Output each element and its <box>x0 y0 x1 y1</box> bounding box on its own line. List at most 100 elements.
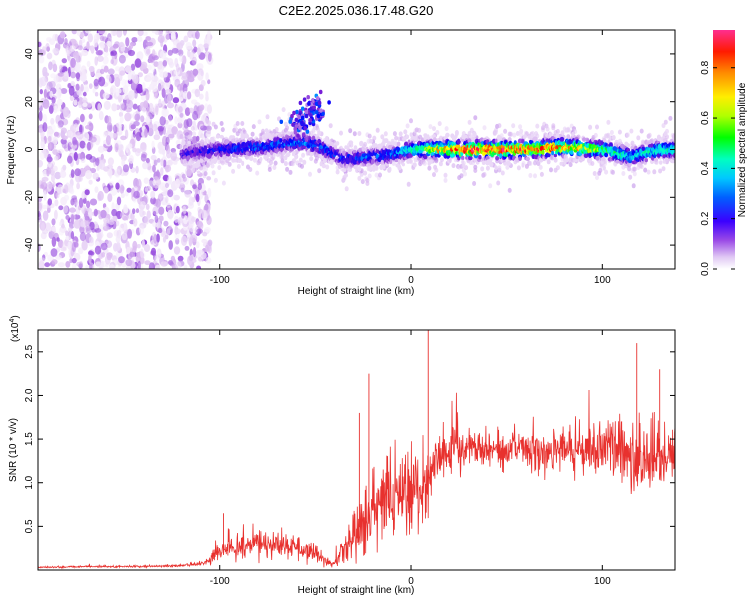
heatmap-cell <box>72 136 77 146</box>
heatmap-cell <box>428 124 433 130</box>
heatmap-cell <box>555 133 560 139</box>
heatmap-cell <box>80 220 86 228</box>
heatmap-cell <box>139 222 147 229</box>
heatmap-cell <box>85 153 93 160</box>
heatmap-cell <box>162 236 167 243</box>
heatmap-cell <box>481 160 486 165</box>
heatmap-cell <box>231 168 236 174</box>
heatmap-cell <box>339 130 343 136</box>
heatmap-cell <box>70 81 75 86</box>
heatmap-cell <box>46 226 53 232</box>
heatmap-cell <box>463 171 467 177</box>
heatmap-cell <box>329 141 334 147</box>
heatmap-cell <box>609 130 614 135</box>
heatmap-cell <box>134 58 142 68</box>
heatmap-cell <box>630 140 635 146</box>
heatmap-cell <box>39 89 43 95</box>
heatmap-cell <box>61 140 68 149</box>
heatmap-cell <box>123 206 129 214</box>
heatmap-cell <box>361 146 365 152</box>
heatmap-cell <box>143 177 149 184</box>
heatmap-cell <box>53 155 59 161</box>
heatmap-cell <box>69 258 73 264</box>
heatmap-cell <box>161 230 167 236</box>
heatmap-cell <box>472 136 476 141</box>
heatmap-cell <box>54 171 62 180</box>
heatmap-cell <box>307 101 311 106</box>
heatmap-cell <box>99 43 106 49</box>
heatmap-cell <box>200 79 206 87</box>
heatmap-cell <box>88 253 92 264</box>
heatmap-cell <box>38 53 42 60</box>
heatmap-cell <box>473 168 478 173</box>
heatmap-cell <box>107 168 113 177</box>
heatmap-cell <box>374 165 379 170</box>
heatmap-cell <box>58 227 65 236</box>
heatmap-cell <box>130 124 136 130</box>
heatmap-cell <box>166 202 171 208</box>
heatmap-cell <box>335 169 340 175</box>
heatmap-cell <box>461 155 465 161</box>
heatmap-cell <box>116 196 122 206</box>
heatmap-cell <box>157 64 164 74</box>
heatmap-cell <box>145 77 152 82</box>
heatmap-cell <box>190 216 197 222</box>
heatmap-cell <box>192 247 197 258</box>
heatmap-cell <box>113 215 118 221</box>
heatmap-cell <box>43 152 49 159</box>
heatmap-cell <box>137 178 142 190</box>
heatmap-cell <box>140 248 144 259</box>
heatmap-cell <box>38 127 44 133</box>
heatmap-cell <box>286 152 291 157</box>
heatmap-cell <box>196 105 203 116</box>
heatmap-cell <box>163 159 167 168</box>
heatmap-cell <box>213 124 218 130</box>
heatmap-cell <box>167 58 174 66</box>
heatmap-cell <box>161 100 166 110</box>
heatmap-cell <box>595 175 599 181</box>
heatmap-cell <box>54 199 59 207</box>
heatmap-cell <box>154 92 159 99</box>
heatmap-cell <box>363 141 368 147</box>
heatmap-cell <box>602 137 606 142</box>
heatmap-cell <box>167 209 174 219</box>
heatmap-cell <box>144 128 148 138</box>
heatmap-cell <box>255 137 260 143</box>
spectrogram-heatmap <box>38 30 675 269</box>
heatmap-cell <box>82 97 88 104</box>
heatmap-cell <box>279 119 284 125</box>
heatmap-cell <box>106 232 113 239</box>
heatmap-cell <box>192 131 197 137</box>
heatmap-cell <box>525 156 530 162</box>
heatmap-cell <box>84 30 92 34</box>
heatmap-cell <box>438 161 443 167</box>
heatmap-cell <box>145 91 150 101</box>
heatmap-cell <box>296 133 300 138</box>
heatmap-cell <box>73 99 78 106</box>
heatmap-cell <box>79 124 83 135</box>
heatmap-cell <box>46 166 50 177</box>
heatmap-cell <box>58 205 64 211</box>
heatmap-cell <box>181 212 185 219</box>
heatmap-cell <box>183 35 189 43</box>
heatmap-cell <box>65 215 70 220</box>
heatmap-cell <box>151 30 157 34</box>
heatmap-cell <box>368 138 373 144</box>
heatmap-cell <box>403 129 408 135</box>
heatmap-cell <box>194 125 198 130</box>
heatmap-cell <box>51 226 56 232</box>
heatmap-cell <box>88 179 93 185</box>
heatmap-cell <box>132 208 136 215</box>
heatmap-cell <box>113 124 118 134</box>
heatmap-cell <box>65 261 71 268</box>
heatmap-cell <box>505 164 510 170</box>
heatmap-cell <box>207 52 212 62</box>
heatmap-cell <box>97 145 105 153</box>
heatmap-cell <box>76 30 81 36</box>
heatmap-cell <box>41 222 45 231</box>
heatmap-cell <box>298 157 303 163</box>
heatmap-cell <box>45 43 50 52</box>
heatmap-cell <box>90 101 96 111</box>
heatmap-cell <box>335 141 340 146</box>
heatmap-cell <box>292 110 296 116</box>
